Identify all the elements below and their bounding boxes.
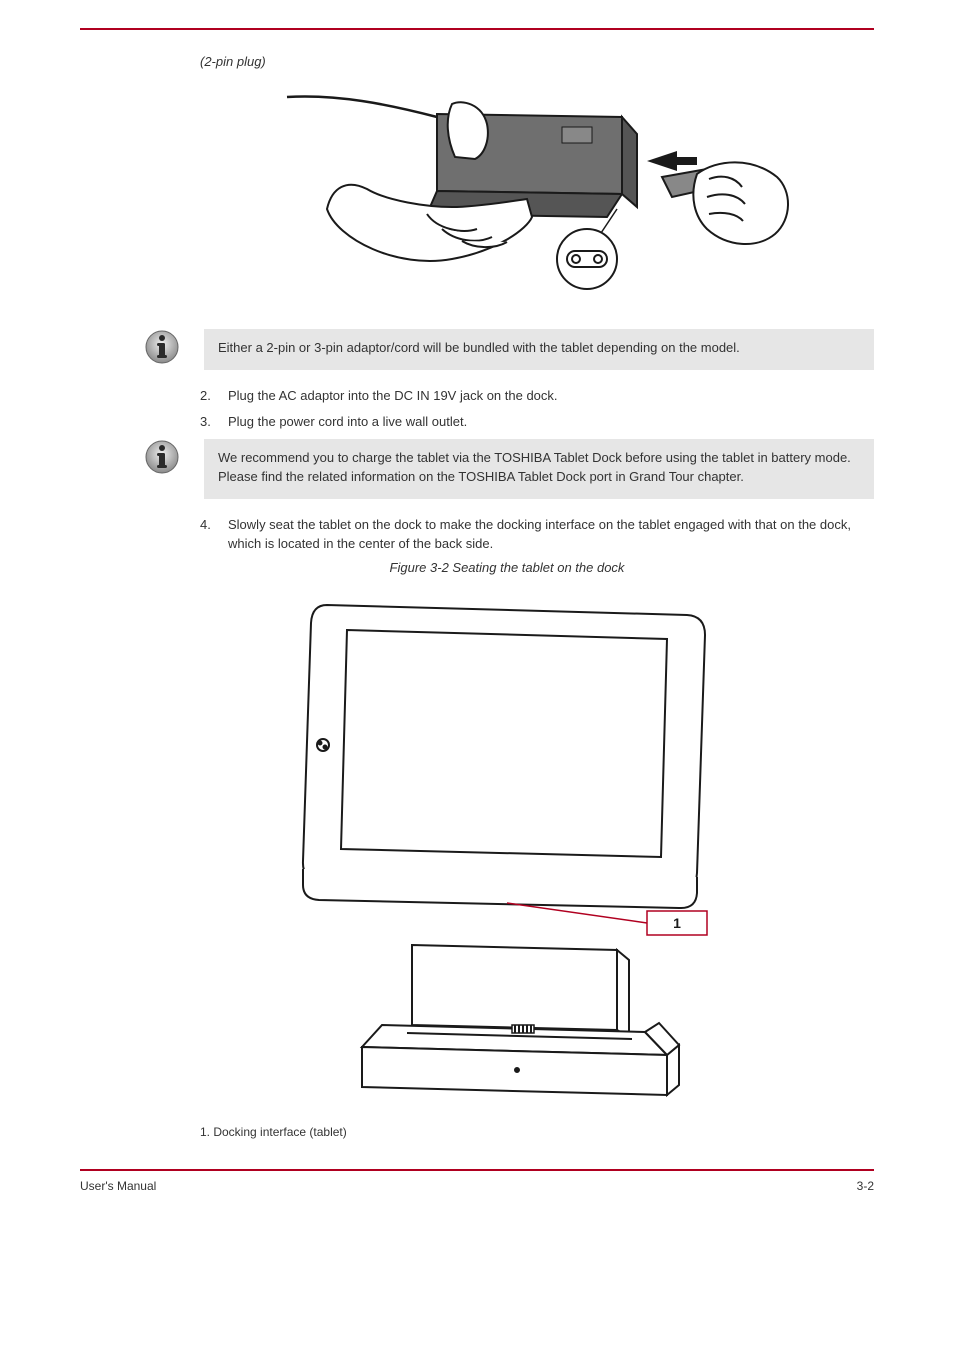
figure2-caption: Figure 3-2 Seating the tablet on the doc…: [140, 560, 874, 575]
note1-box: Either a 2-pin or 3-pin adaptor/cord wil…: [204, 329, 874, 370]
step2: 2. Plug the AC adaptor into the DC IN 19…: [200, 386, 874, 406]
step3-text: Plug the power cord into a live wall out…: [228, 412, 874, 432]
step4-num: 4.: [200, 515, 228, 554]
legend: 1. Docking interface (tablet): [200, 1125, 874, 1139]
footer-right: 3-2: [857, 1179, 874, 1193]
step4-text: Slowly seat the tablet on the dock to ma…: [228, 515, 874, 554]
step2-num: 2.: [200, 386, 228, 406]
note1-text: Either a 2-pin or 3-pin adaptor/cord wil…: [218, 339, 860, 358]
note2-text: We recommend you to charge the tablet vi…: [218, 449, 860, 487]
figure2-tablet-dock: 1: [140, 585, 874, 1115]
step2-text: Plug the AC adaptor into the DC IN 19V j…: [228, 386, 874, 406]
bottom-divider: [80, 1169, 874, 1171]
step4: 4. Slowly seat the tablet on the dock to…: [200, 515, 874, 554]
step3-num: 3.: [200, 412, 228, 432]
step3: 3. Plug the power cord into a live wall …: [200, 412, 874, 432]
top-divider: [80, 28, 874, 30]
note2-box: We recommend you to charge the tablet vi…: [204, 439, 874, 499]
legend-text: 1. Docking interface (tablet): [200, 1125, 347, 1139]
footer-left: User's Manual: [80, 1179, 156, 1193]
callout-1-label: 1: [673, 915, 681, 931]
info-icon: [144, 329, 188, 370]
info-icon: [144, 439, 188, 480]
note2-row: We recommend you to charge the tablet vi…: [80, 439, 874, 499]
figure1-adaptor: [200, 79, 874, 309]
figure1-caption: (2-pin plug): [200, 54, 874, 69]
note1-row: Either a 2-pin or 3-pin adaptor/cord wil…: [80, 329, 874, 370]
footer: User's Manual 3-2: [80, 1179, 874, 1193]
